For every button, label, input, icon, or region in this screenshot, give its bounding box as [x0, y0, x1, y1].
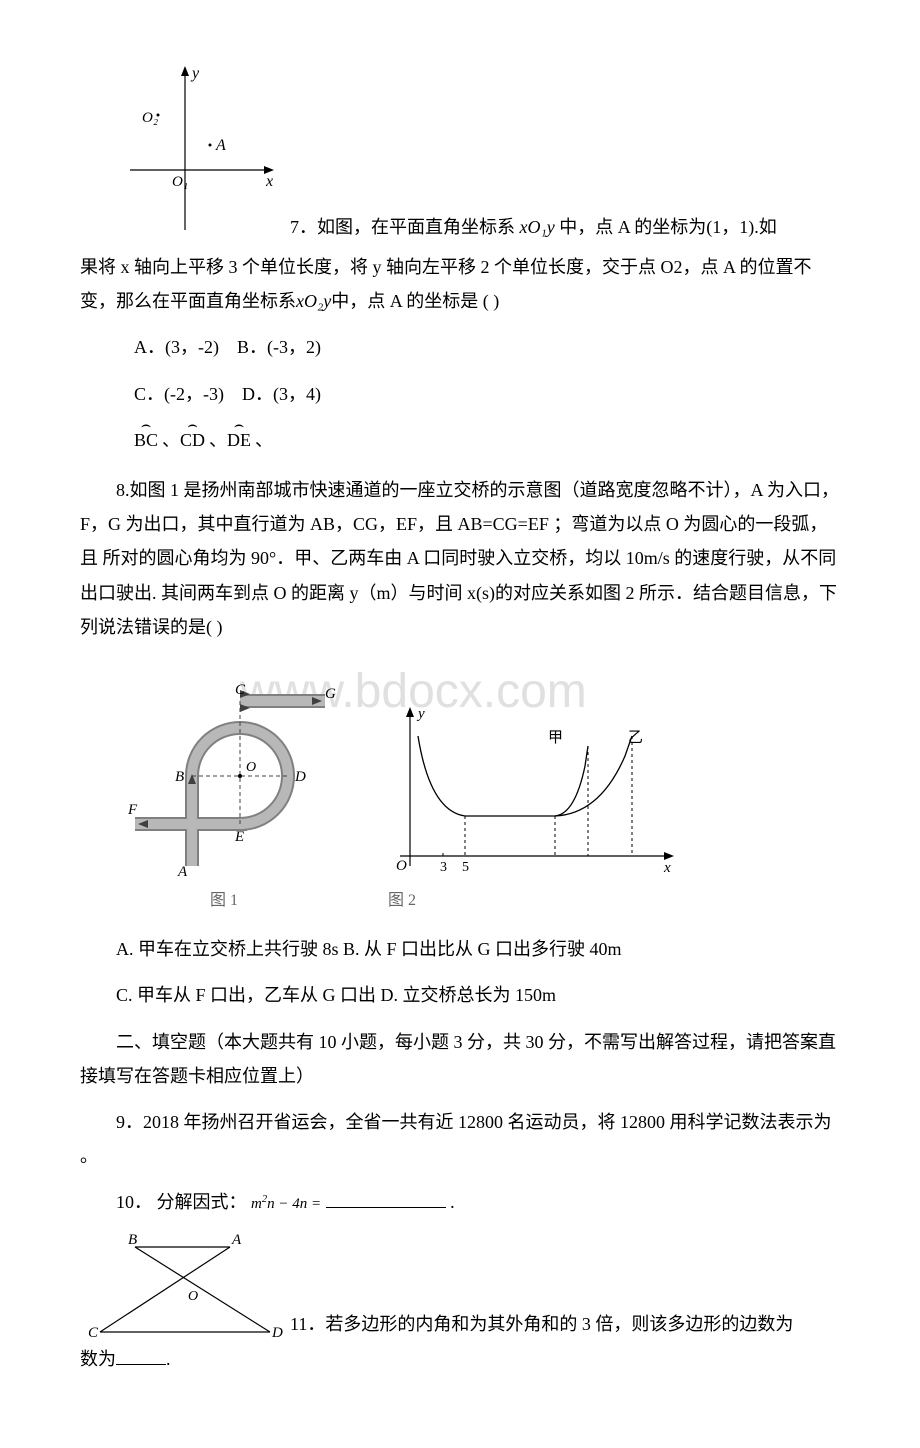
- q11-label-c: C: [88, 1325, 99, 1341]
- q10-prefix: 10． 分解因式：: [116, 1192, 247, 1212]
- fig2-axis-x: x: [663, 860, 671, 876]
- q10-expr: m2n − 4n =: [251, 1196, 321, 1212]
- q7-text-mid2: 中，点 A 的坐标是 ( ): [331, 291, 499, 311]
- q11-label-a: A: [231, 1232, 242, 1248]
- fig2-tick-3: 3: [440, 860, 447, 875]
- point-a-label: A: [215, 137, 226, 154]
- fig1-label-f: F: [127, 802, 138, 818]
- q8-figures: www.bdocx.com: [120, 656, 840, 886]
- q7-coord1: xO₁y: [520, 217, 555, 237]
- fig2-caption: 图 2: [388, 886, 416, 916]
- q7-text-mid1-start: 中，点 A 的坐标为(1，1).如: [559, 217, 777, 237]
- q7-text-prefix: 7．如图，在平面直角坐标系: [290, 217, 515, 237]
- arc-bc: BC: [134, 423, 158, 457]
- arc-de: DE: [227, 423, 251, 457]
- q7-inline-text: 7．如图，在平面直角坐标系 xO₁y 中，点 A 的坐标为(1，1).如: [290, 60, 840, 244]
- q11-prefix: 11．若多边形的内角和为其外角和的 3 倍，则该多边形的边数为: [290, 1314, 793, 1334]
- q8-text: 8.如图 1 是扬州南部城市快速通道的一座立交桥的示意图（道路宽度忽略不计），A…: [80, 473, 840, 644]
- q11-label-o: O: [188, 1289, 198, 1304]
- q8-captions: 图 1 图 2: [210, 886, 840, 916]
- fig2-label-jia: 甲: [548, 730, 563, 746]
- axis-x-label: x: [265, 173, 273, 190]
- q7-coord2: xO₂y: [296, 291, 331, 311]
- fig1-label-b: B: [175, 769, 184, 785]
- q11-label-d: D: [271, 1325, 283, 1341]
- q8-choice-cd: C. 甲车从 F 口出，乙车从 G 口出 D. 立交桥总长为 150m: [80, 978, 840, 1012]
- section-2-heading: 二、填空题（本大题共有 10 小题，每小题 3 分，共 30 分，不需写出解答过…: [80, 1025, 840, 1093]
- fig2-axis-y: y: [416, 706, 425, 722]
- q10-suffix: .: [450, 1192, 455, 1212]
- o2-label: O₂: [142, 110, 158, 126]
- arc-cd: CD: [180, 423, 205, 457]
- q11-label-b: B: [128, 1232, 137, 1248]
- fig1-label-c: C: [235, 682, 246, 698]
- q7-figure-row: y x O₁ A O₂ 7．如图，在平面直角坐标系 xO₁y 中，点 A 的坐标…: [80, 60, 840, 250]
- fig1-label-a: A: [177, 864, 188, 880]
- fig2-origin: O: [396, 858, 407, 874]
- q11-blank: [116, 1346, 166, 1365]
- q7-continuation: 果将 x 轴向上平移 3 个单位长度，将 y 轴向左平移 2 个单位长度，交于点…: [80, 250, 840, 318]
- q11-row: B A C D O 11．若多边形的内角和为其外角和的 3 倍，则该多边形的边数…: [80, 1232, 840, 1342]
- q11-tail: 数为.: [80, 1342, 840, 1376]
- q7-arcs: BC、CD、DE、: [134, 423, 840, 457]
- fig1-label-e: E: [234, 829, 244, 845]
- q8-figure-2: O x y 3 5 甲 乙: [370, 696, 690, 886]
- q7-options-ab: A．(3，-2) B．(-3，2): [134, 330, 840, 364]
- q11-suffix: .: [166, 1349, 171, 1369]
- fig1-label-d: D: [294, 769, 306, 785]
- q8-figure-1: A B C D E F G O: [120, 656, 340, 886]
- q7-coordinate-figure: y x O₁ A O₂: [80, 60, 290, 250]
- axis-y-label: y: [190, 65, 200, 82]
- q9-text: 9．2018 年扬州召开省运会，全省一共有近 12800 名运动员，将 1280…: [80, 1105, 840, 1173]
- q10-row: 10． 分解因式： m2n − 4n = .: [80, 1185, 840, 1219]
- fig1-label-g: G: [325, 686, 336, 702]
- q7-options-cd: C．(-2，-3) D．(3，4): [134, 377, 840, 411]
- fig1-label-o: O: [246, 760, 256, 775]
- q10-blank: [326, 1189, 446, 1208]
- question-7-block: y x O₁ A O₂ 7．如图，在平面直角坐标系 xO₁y 中，点 A 的坐标…: [80, 60, 840, 457]
- fig2-label-yi: 乙: [628, 730, 643, 746]
- q8-choice-ab: A. 甲车在立交桥上共行驶 8s B. 从 F 口出比从 G 口出多行驶 40m: [80, 932, 840, 966]
- fig2-tick-5: 5: [462, 860, 469, 875]
- fig1-caption: 图 1: [210, 886, 238, 916]
- q11-text-wrap: 11．若多边形的内角和为其外角和的 3 倍，则该多边形的边数为: [290, 1307, 840, 1341]
- origin-o1-label: O₁: [172, 174, 188, 190]
- q11-figure: B A C D O: [80, 1232, 290, 1342]
